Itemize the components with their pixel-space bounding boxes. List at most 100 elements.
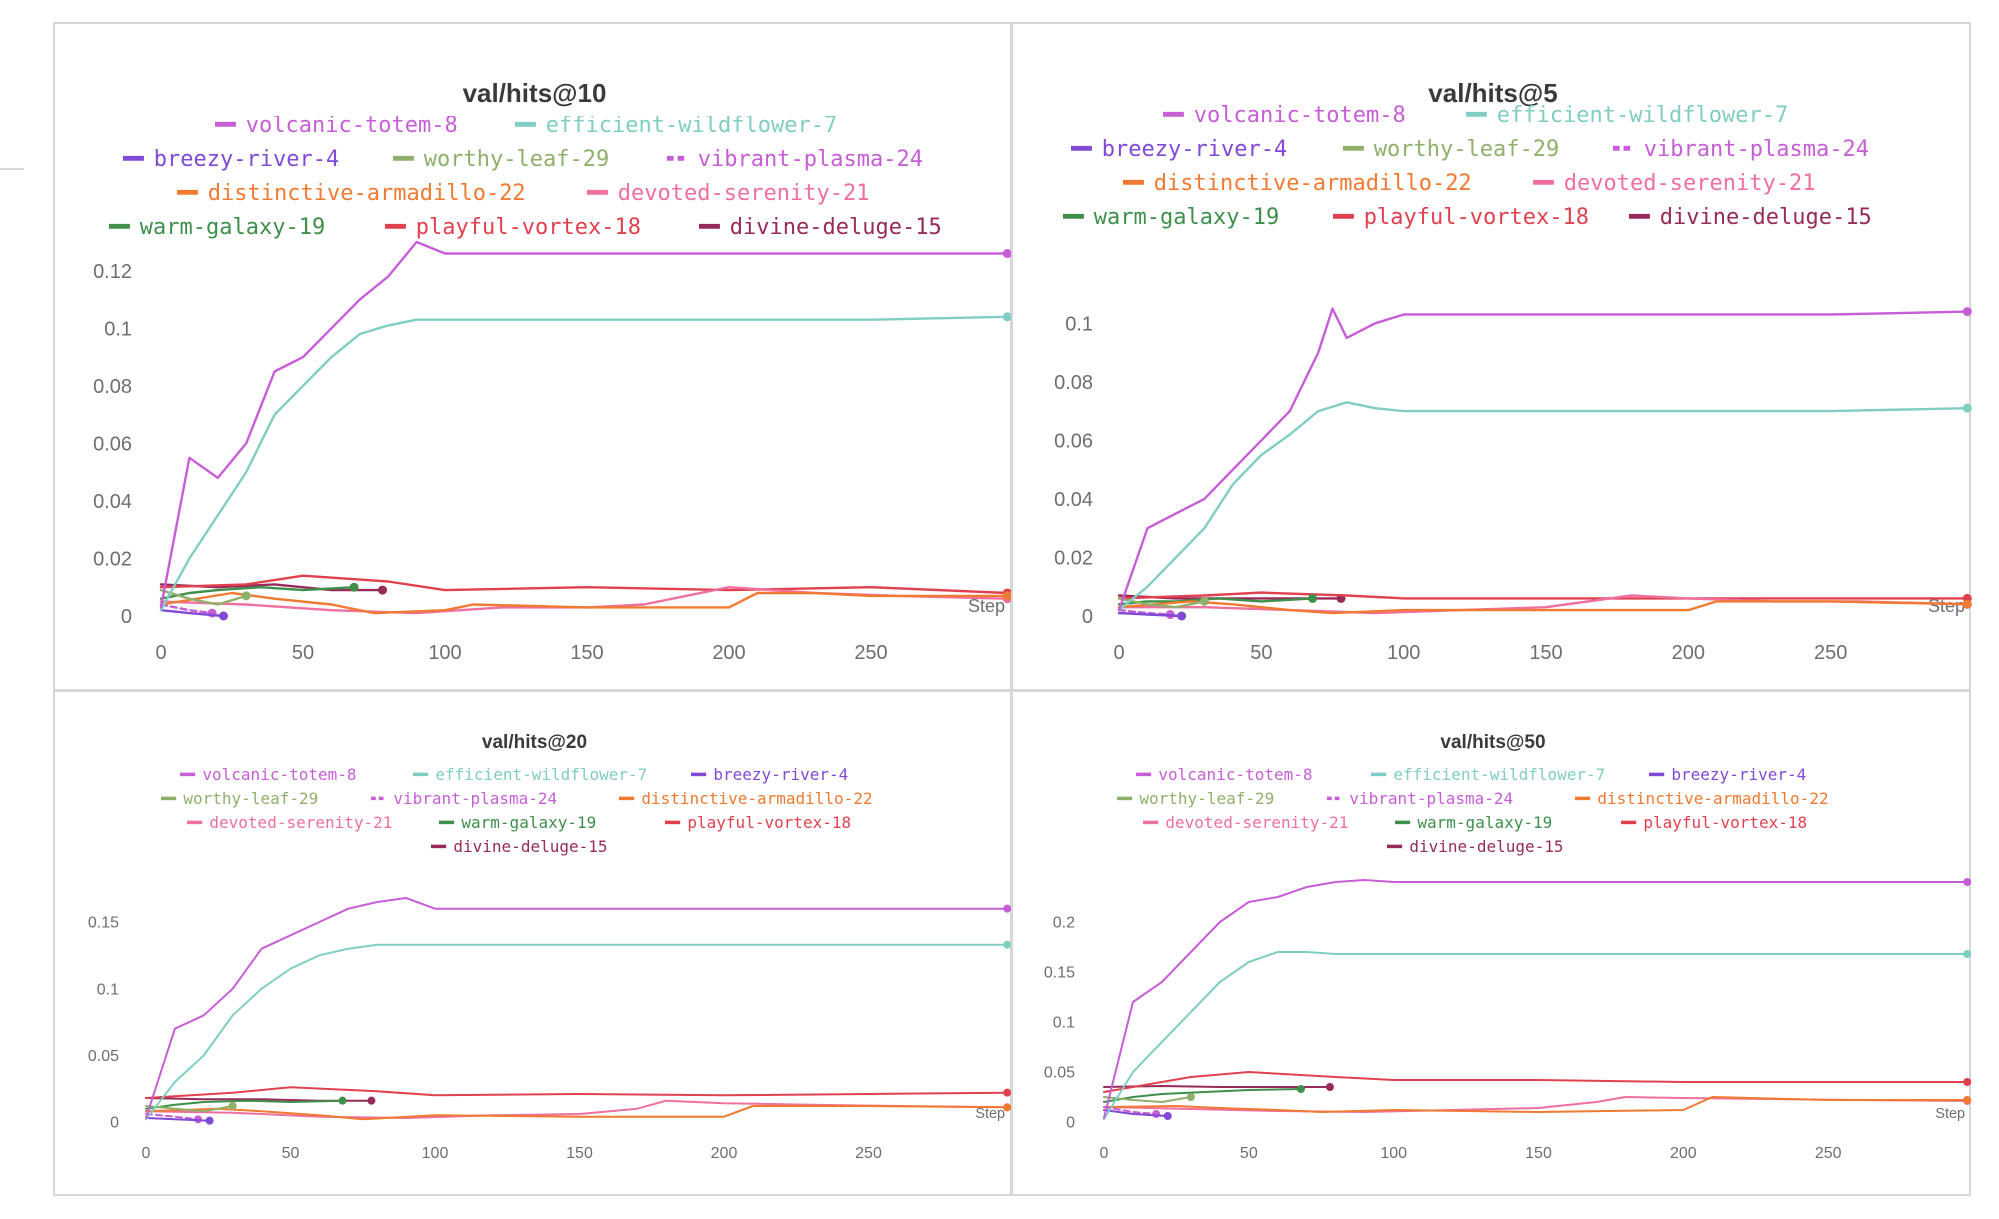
x-tick-label: 0 — [1113, 642, 1124, 664]
series-line-distinctive-armadillo-22[interactable] — [1103, 1096, 1969, 1113]
legend-item-devoted-serenity-21[interactable]: devoted-serenity-21 — [1143, 813, 1348, 832]
series-line-warm-galaxy-19[interactable] — [1117, 597, 1314, 606]
series-line-warm-galaxy-19[interactable] — [1103, 1088, 1302, 1103]
legend-item-devoted-serenity-21[interactable]: devoted-serenity-21 — [1533, 171, 1815, 196]
y-tick-label: 0.12 — [93, 261, 132, 283]
legend-item-playful-vortex-18[interactable]: playful-vortex-18 — [385, 215, 641, 240]
series-endpoint-divine-deluge-15 — [1325, 1083, 1334, 1091]
legend-item-distinctive-armadillo-22[interactable]: distinctive-armadillo-22 — [619, 789, 873, 808]
chart-panel-hits-20[interactable]: val/hits@20 volcanic-totem-8 efficient-wil… — [53, 690, 1012, 1196]
series-line-playful-vortex-18[interactable] — [1117, 591, 1969, 600]
legend-item-efficient-wildflower-7[interactable]: efficient-wildflower-7 — [1371, 765, 1605, 784]
legend-item-efficient-wildflower-7[interactable]: efficient-wildflower-7 — [1466, 103, 1788, 128]
legend-item-warm-galaxy-19[interactable]: warm-galaxy-19 — [109, 215, 325, 240]
chart-panel-hits-10[interactable]: val/hits@10 volcanic-totem-8 efficient-wil… — [53, 22, 1012, 691]
legend-label: warm-galaxy-19 — [140, 215, 325, 240]
x-tick-label: 150 — [570, 642, 603, 664]
series-line-vibrant-plasma-24[interactable] — [1103, 1106, 1158, 1115]
series-line-efficient-wildflower-7[interactable] — [1103, 951, 1969, 1120]
series-endpoint-worthy-leaf-29 — [241, 591, 251, 601]
series-endpoint-playful-vortex-18 — [1003, 1088, 1012, 1097]
series-line-warm-galaxy-19[interactable] — [145, 1099, 344, 1110]
legend-item-devoted-serenity-21[interactable]: devoted-serenity-21 — [587, 181, 869, 206]
chart-panel-hits-5[interactable]: val/hits@5 volcanic-totem-8 efficient-wild… — [1011, 22, 1972, 691]
legend-item-breezy-river-4[interactable]: breezy-river-4 — [1649, 765, 1806, 784]
series-line-volcanic-totem-8[interactable] — [159, 240, 1009, 609]
legend-label: volcanic-totem-8 — [246, 113, 458, 138]
legend-item-volcanic-totem-8[interactable]: volcanic-totem-8 — [1136, 765, 1313, 784]
legend-item-worthy-leaf-29[interactable]: worthy-leaf-29 — [1343, 137, 1559, 162]
series-line-playful-vortex-18[interactable] — [1103, 1071, 1969, 1093]
series-line-playful-vortex-18[interactable] — [159, 574, 1009, 595]
series-line-volcanic-totem-8[interactable] — [1103, 879, 1969, 1119]
legend-item-playful-vortex-18[interactable]: playful-vortex-18 — [665, 813, 851, 832]
x-tick-label: 250 — [855, 1145, 882, 1162]
series-line-efficient-wildflower-7[interactable] — [159, 315, 1009, 612]
legend-item-volcanic-totem-8[interactable]: volcanic-totem-8 — [1163, 103, 1406, 128]
series-line-distinctive-armadillo-22[interactable] — [159, 591, 1009, 615]
legend-item-playful-vortex-18[interactable]: playful-vortex-18 — [1333, 205, 1589, 230]
series-line-worthy-leaf-29[interactable] — [145, 1105, 234, 1113]
series-endpoint-warm-galaxy-19 — [1308, 593, 1318, 603]
series-line-breezy-river-4[interactable] — [145, 1117, 211, 1122]
y-tick-label: 0.15 — [1044, 965, 1075, 982]
series-line-breezy-river-4[interactable] — [1117, 611, 1183, 618]
legend-item-divine-deluge-15[interactable]: divine-deluge-15 — [699, 215, 942, 240]
legend-item-breezy-river-4[interactable]: breezy-river-4 — [1071, 137, 1287, 162]
legend-item-breezy-river-4[interactable]: breezy-river-4 — [691, 765, 848, 784]
x-tick-label: 50 — [1240, 1145, 1258, 1162]
legend-item-efficient-wildflower-7[interactable]: efficient-wildflower-7 — [413, 765, 647, 784]
legend: volcanic-totem-8 efficient-wildflower-7 br… — [109, 113, 942, 240]
legend-item-worthy-leaf-29[interactable]: worthy-leaf-29 — [1117, 789, 1274, 808]
legend-item-distinctive-armadillo-22[interactable]: distinctive-armadillo-22 — [1575, 789, 1829, 808]
legend-label: divine-deluge-15 — [1660, 205, 1872, 230]
legend-item-vibrant-plasma-24[interactable]: vibrant-plasma-24 — [1613, 137, 1869, 162]
legend-item-warm-galaxy-19[interactable]: warm-galaxy-19 — [1063, 205, 1279, 230]
legend-item-vibrant-plasma-24[interactable]: vibrant-plasma-24 — [667, 147, 923, 172]
legend-item-distinctive-armadillo-22[interactable]: distinctive-armadillo-22 — [177, 181, 526, 206]
legend-item-volcanic-totem-8[interactable]: volcanic-totem-8 — [180, 765, 357, 784]
series-line-efficient-wildflower-7[interactable] — [145, 943, 1009, 1121]
y-tick-label: 0.05 — [88, 1048, 119, 1065]
legend-item-warm-galaxy-19[interactable]: warm-galaxy-19 — [439, 813, 596, 832]
series-line-breezy-river-4[interactable] — [159, 609, 225, 618]
series-line-worthy-leaf-29[interactable] — [159, 588, 248, 606]
series-line-vibrant-plasma-24[interactable] — [159, 603, 214, 615]
series-line-distinctive-armadillo-22[interactable] — [1117, 600, 1969, 615]
legend-item-efficient-wildflower-7[interactable]: efficient-wildflower-7 — [515, 113, 837, 138]
series-line-playful-vortex-18[interactable] — [145, 1086, 1009, 1099]
legend-item-worthy-leaf-29[interactable]: worthy-leaf-29 — [393, 147, 609, 172]
series-line-worthy-leaf-29[interactable] — [1103, 1096, 1192, 1103]
series-line-volcanic-totem-8[interactable] — [1117, 307, 1969, 612]
legend-label: vibrant-plasma-24 — [1644, 137, 1869, 162]
legend-label: divine-deluge-15 — [1409, 837, 1563, 856]
legend-label: vibrant-plasma-24 — [1349, 789, 1513, 808]
legend-item-playful-vortex-18[interactable]: playful-vortex-18 — [1621, 813, 1807, 832]
series-line-warm-galaxy-19[interactable] — [159, 586, 356, 600]
legend-item-devoted-serenity-21[interactable]: devoted-serenity-21 — [187, 813, 392, 832]
legend-item-divine-deluge-15[interactable]: divine-deluge-15 — [1387, 837, 1564, 856]
series-line-devoted-serenity-21[interactable] — [145, 1099, 1009, 1119]
legend-item-volcanic-totem-8[interactable]: volcanic-totem-8 — [215, 113, 458, 138]
legend-item-divine-deluge-15[interactable]: divine-deluge-15 — [431, 837, 608, 856]
series-line-distinctive-armadillo-22[interactable] — [145, 1105, 1009, 1121]
x-tick-label: 250 — [1815, 1145, 1842, 1162]
legend-item-vibrant-plasma-24[interactable]: vibrant-plasma-24 — [1327, 789, 1513, 808]
legend-item-divine-deluge-15[interactable]: divine-deluge-15 — [1629, 205, 1872, 230]
chart-panel-hits-50[interactable]: val/hits@50 volcanic-totem-8 efficient-wil… — [1011, 690, 1972, 1196]
series-line-efficient-wildflower-7[interactable] — [1117, 401, 1969, 612]
series-line-volcanic-totem-8[interactable] — [145, 897, 1009, 1119]
series-endpoint-breezy-river-4 — [1177, 611, 1187, 621]
legend-item-distinctive-armadillo-22[interactable]: distinctive-armadillo-22 — [1123, 171, 1472, 196]
x-axis-label: Step — [1935, 1106, 1965, 1122]
series-endpoint-volcanic-totem-8 — [1962, 307, 1972, 317]
legend-item-worthy-leaf-29[interactable]: worthy-leaf-29 — [161, 789, 318, 808]
series-line-vibrant-plasma-24[interactable] — [145, 1113, 199, 1121]
series-line-breezy-river-4[interactable] — [1103, 1109, 1169, 1117]
series-endpoint-efficient-wildflower-7 — [1963, 950, 1972, 958]
legend-item-breezy-river-4[interactable]: breezy-river-4 — [123, 147, 339, 172]
legend-item-warm-galaxy-19[interactable]: warm-galaxy-19 — [1395, 813, 1552, 832]
series-line-worthy-leaf-29[interactable] — [1117, 597, 1206, 609]
series-endpoint-distinctive-armadillo-22 — [1963, 1096, 1972, 1104]
legend-item-vibrant-plasma-24[interactable]: vibrant-plasma-24 — [371, 789, 557, 808]
